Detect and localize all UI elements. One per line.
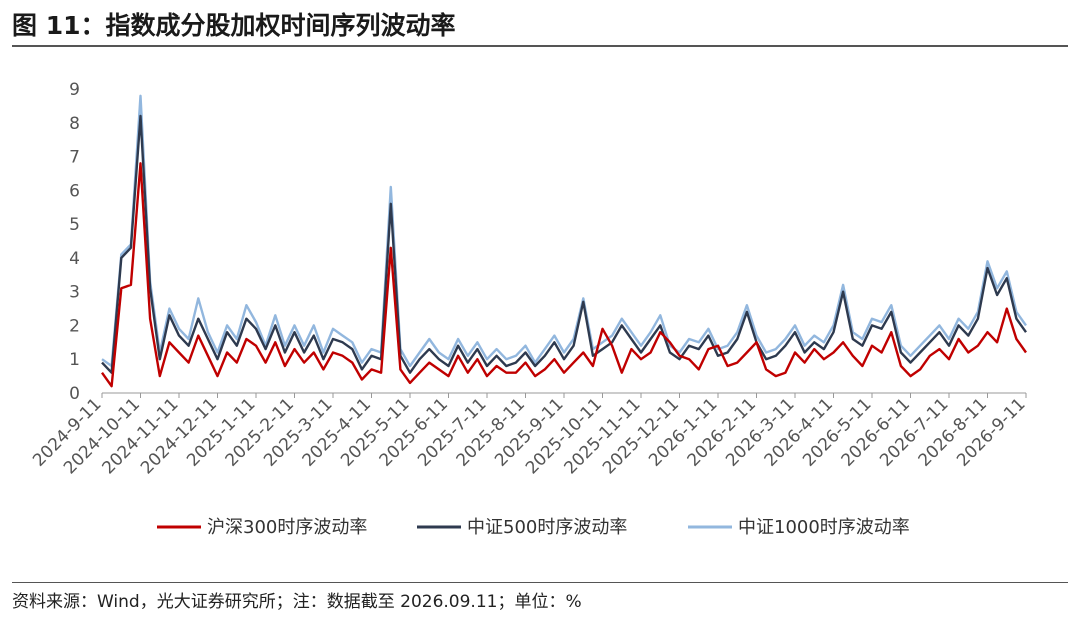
series-line-2 xyxy=(101,94,1027,368)
y-tick-label: 8 xyxy=(69,114,80,134)
series-lines xyxy=(101,94,1027,388)
y-tick-label: 5 xyxy=(69,215,80,235)
legend-label-0: 沪深300时序波动率 xyxy=(207,517,367,538)
title-divider xyxy=(12,45,1068,47)
y-tick-label: 0 xyxy=(69,384,80,404)
x-axis: 2024-9-112024-10-112024-11-112024-12-112… xyxy=(29,392,1030,478)
y-tick-label: 2 xyxy=(69,316,80,336)
chart-legend: 沪深300时序波动率 中证500时序波动率 中证1000时序波动率 xyxy=(157,517,910,538)
source-divider xyxy=(12,582,1068,583)
legend-label-1: 中证500时序波动率 xyxy=(467,517,627,538)
y-tick-label: 3 xyxy=(69,283,80,303)
y-tick-label: 1 xyxy=(69,350,80,370)
y-axis: 0 1 2 3 4 5 6 7 8 9 xyxy=(69,80,80,404)
chart-title: 图 11：指数成分股加权时间序列波动率 xyxy=(12,11,456,40)
y-tick-label: 7 xyxy=(69,148,80,168)
y-tick-label: 9 xyxy=(69,80,80,100)
legend-label-2: 中证1000时序波动率 xyxy=(738,517,910,538)
y-tick-label: 4 xyxy=(69,249,80,269)
source-note: 资料来源：Wind，光大证券研究所；注：数据截至 2026.09.11；单位：% xyxy=(12,592,582,612)
series-line-0 xyxy=(101,162,1027,388)
series-line-1 xyxy=(101,114,1027,374)
y-tick-label: 6 xyxy=(69,181,80,201)
